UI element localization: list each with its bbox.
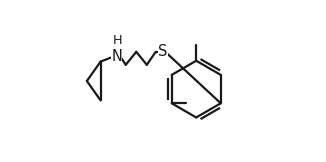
Text: S: S <box>158 44 168 59</box>
Text: H: H <box>113 34 123 47</box>
Text: N: N <box>111 49 122 64</box>
